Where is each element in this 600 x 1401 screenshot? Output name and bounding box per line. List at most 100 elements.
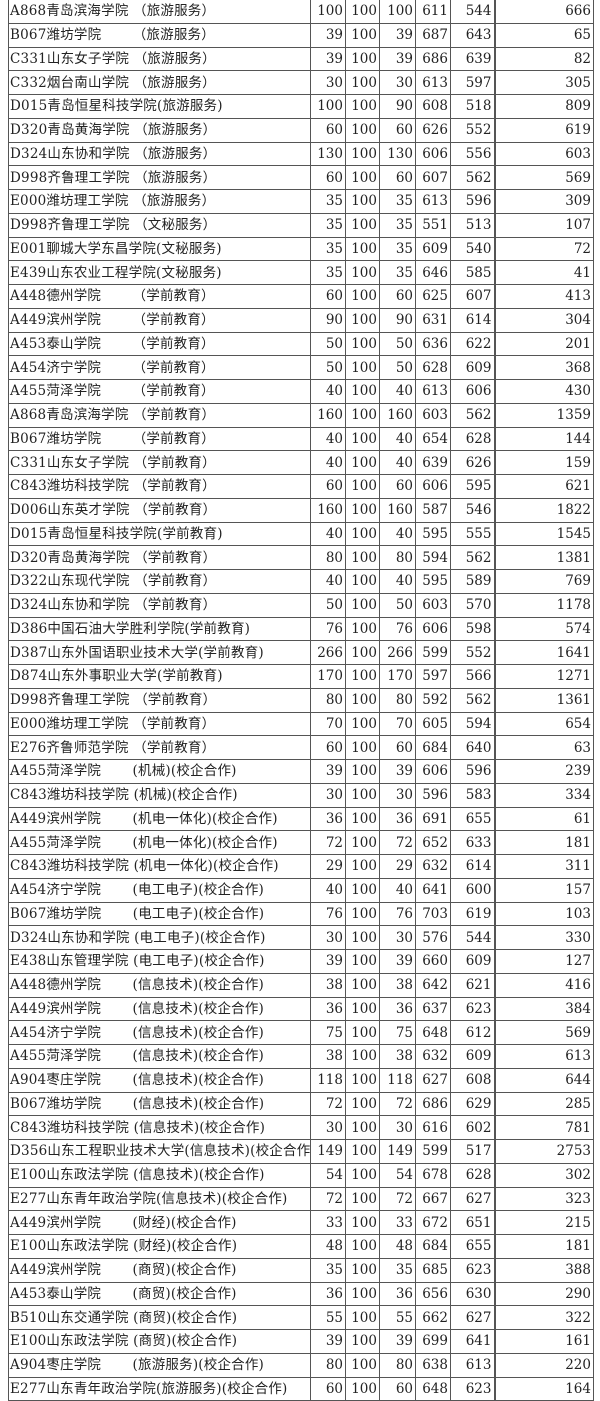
value-cell: 619: [494, 117, 594, 143]
value-cell: 684: [415, 735, 451, 760]
value-cell: 691: [415, 806, 451, 832]
value-cell: 266: [310, 640, 346, 665]
value-cell: 100: [310, 94, 346, 119]
school-program-cell: A455菏泽学院 (信息技术)(校企合作): [8, 1044, 311, 1069]
value-cell: 60: [379, 284, 416, 309]
value-cell: 648: [415, 1020, 451, 1045]
value-cell: 623: [450, 1257, 496, 1283]
value-cell: 100: [345, 0, 380, 24]
table-row: C332烟台南山学院 （旅游服务） 30 100 30 613 597 305: [8, 70, 594, 95]
value-cell: 100: [345, 735, 380, 760]
value-cell: 38: [310, 972, 346, 998]
school-program-cell: E100山东政法学院 (商贸)(校企合作): [8, 1329, 311, 1354]
value-cell: 50: [310, 331, 346, 357]
value-cell: 629: [450, 1091, 496, 1117]
value-cell: 30: [379, 782, 416, 808]
school-program-cell: D015青岛恒星科技学院(学前教育): [8, 521, 311, 547]
value-cell: 100: [345, 711, 380, 737]
value-cell: 655: [450, 1234, 496, 1259]
value-cell: 60: [310, 1376, 346, 1401]
value-cell: 594: [415, 545, 451, 570]
value-cell: 70: [310, 711, 346, 737]
value-cell: 55: [379, 1305, 416, 1330]
school-program-cell: B067潍坊学院 （旅游服务）: [8, 22, 311, 48]
table-row: A449滨州学院 (商贸)(校企合作) 35 100 35 685 623 388: [8, 1257, 594, 1283]
value-cell: 100: [345, 426, 380, 452]
value-cell: 33: [379, 1210, 416, 1235]
school-program-cell: C331山东女子学院 （旅游服务）: [8, 46, 311, 72]
value-cell: 622: [450, 331, 496, 357]
value-cell: 38: [379, 972, 416, 998]
table-row: D322山东现代学院 （学前教育） 40 100 40 595 589 769: [8, 569, 594, 594]
value-cell: 100: [345, 664, 380, 689]
table-row: A453泰山学院 （学前教育） 50 100 50 636 622 201: [8, 331, 594, 357]
value-cell: 595: [415, 569, 451, 594]
value-cell: 76: [310, 616, 346, 642]
school-program-cell: D874山东外事职业大学(学前教育): [8, 664, 311, 689]
value-cell: 36: [379, 1281, 416, 1307]
table-row: D998齐鲁理工学院 （文秘服务） 35 100 35 551 513 107: [8, 212, 594, 238]
value-cell: 517: [450, 1139, 496, 1164]
value-cell: 570: [450, 592, 496, 618]
school-program-cell: B067潍坊学院 （学前教育）: [8, 426, 311, 452]
school-program-cell: A455菏泽学院 (机械)(校企合作): [8, 759, 311, 784]
value-cell: 769: [494, 569, 594, 594]
value-cell: 164: [494, 1376, 594, 1401]
table-row: E100山东政法学院 (商贸)(校企合作) 39 100 39 699 641 161: [8, 1329, 594, 1354]
value-cell: 609: [450, 949, 496, 974]
value-cell: 100: [345, 1210, 380, 1235]
value-cell: 100: [345, 497, 380, 523]
school-program-cell: D324山东协和学院 (电工电子)(校企合作): [8, 925, 311, 950]
school-program-cell: A455菏泽学院 (机电一体化)(校企合作): [8, 830, 311, 855]
value-cell: 609: [450, 1044, 496, 1069]
value-cell: 606: [415, 474, 451, 499]
value-cell: 611: [415, 0, 451, 24]
value-cell: 592: [415, 687, 451, 713]
value-cell: 687: [415, 22, 451, 48]
school-program-cell: D998齐鲁理工学院 （旅游服务）: [8, 165, 311, 190]
value-cell: 1822: [494, 497, 594, 523]
value-cell: 583: [450, 782, 496, 808]
value-cell: 309: [494, 189, 594, 214]
value-cell: 685: [415, 1257, 451, 1283]
value-cell: 544: [450, 925, 496, 950]
value-cell: 50: [310, 592, 346, 618]
value-cell: 1641: [494, 640, 594, 665]
table-row: A455菏泽学院 (机电一体化)(校企合作) 72 100 72 652 633 181: [8, 830, 594, 855]
value-cell: 100: [345, 450, 380, 475]
value-cell: 100: [345, 212, 380, 238]
value-cell: 638: [415, 1352, 451, 1378]
value-cell: 40: [310, 450, 346, 475]
value-cell: 76: [310, 901, 346, 927]
value-cell: 100: [345, 901, 380, 927]
value-cell: 368: [494, 355, 594, 380]
value-cell: 130: [379, 141, 416, 167]
value-cell: 72: [310, 830, 346, 855]
table-row: D320青岛黄海学院 （旅游服务） 60 100 60 626 552 619: [8, 117, 594, 143]
value-cell: 626: [450, 450, 496, 475]
value-cell: 82: [494, 46, 594, 72]
value-cell: 266: [379, 640, 416, 665]
value-cell: 1361: [494, 687, 594, 713]
value-cell: 35: [310, 189, 346, 214]
table-row: A448德州学院 （学前教育） 60 100 60 625 607 413: [8, 284, 594, 309]
value-cell: 100: [345, 1305, 380, 1330]
value-cell: 100: [345, 854, 380, 879]
value-cell: 619: [450, 901, 496, 927]
value-cell: 290: [494, 1281, 594, 1307]
value-cell: 181: [494, 830, 594, 855]
value-cell: 654: [415, 426, 451, 452]
value-cell: 35: [379, 212, 416, 238]
value-cell: 413: [494, 284, 594, 309]
value-cell: 100: [345, 402, 380, 428]
value-cell: 36: [310, 806, 346, 832]
value-cell: 1359: [494, 402, 594, 428]
value-cell: 304: [494, 307, 594, 333]
value-cell: 60: [310, 165, 346, 190]
value-cell: 60: [379, 735, 416, 760]
school-program-cell: A453泰山学院 (商贸)(校企合作): [8, 1281, 311, 1307]
value-cell: 562: [450, 402, 496, 428]
value-cell: 540: [450, 236, 496, 262]
value-cell: 48: [310, 1234, 346, 1259]
value-cell: 330: [494, 925, 594, 950]
